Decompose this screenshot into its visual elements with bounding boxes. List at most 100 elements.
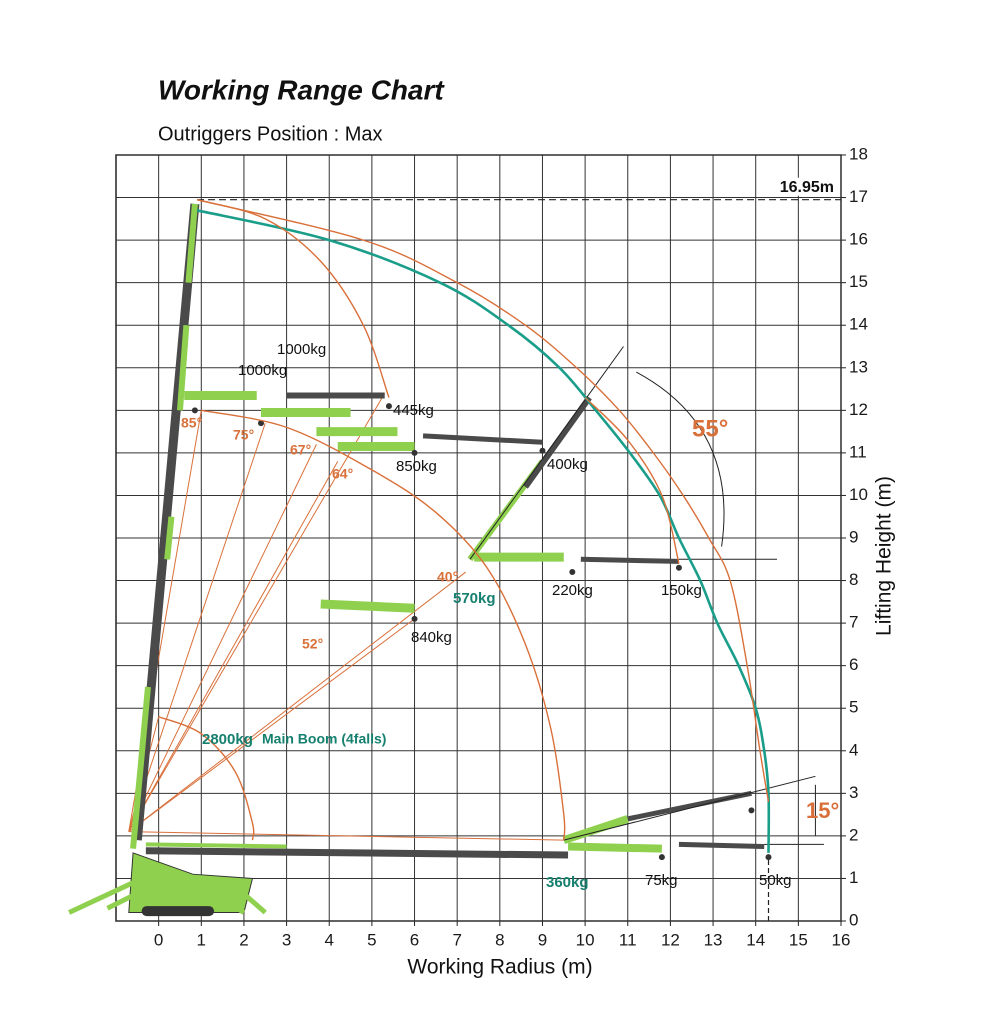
boom	[164, 516, 175, 560]
annotation: 1000kg	[277, 341, 326, 358]
x-tick-label: 7	[452, 930, 461, 949]
x-tick-label: 0	[154, 930, 163, 949]
y-tick-label: 9	[849, 527, 858, 546]
y-axis-label: Lifting Height (m)	[873, 476, 896, 636]
boom	[522, 395, 592, 489]
annotation: 52°	[302, 636, 323, 652]
grid: 0 1 2 3 4 5 6 7 8 9 10 11 12 13 14 15 160123456789101112…	[115, 144, 868, 949]
hook	[385, 403, 392, 410]
radius-line	[128, 444, 317, 832]
boom	[567, 842, 662, 853]
hook	[191, 407, 198, 414]
radius-line	[128, 571, 467, 833]
annotation: 40°	[437, 569, 458, 585]
hook	[411, 615, 418, 622]
range-curve	[584, 397, 680, 564]
y-tick-label: 16	[849, 230, 868, 249]
radius-line	[128, 461, 339, 832]
annotation: 67°	[290, 442, 311, 458]
hook	[258, 420, 264, 427]
x-tick-label: 13	[704, 930, 723, 949]
boom	[422, 433, 543, 445]
radius-line	[128, 393, 386, 832]
reference-label: 16.95m	[780, 179, 834, 196]
boom	[145, 842, 287, 849]
boom	[176, 324, 190, 411]
radius-line	[128, 831, 564, 841]
y-tick-label: 15	[849, 272, 868, 291]
hook	[411, 449, 418, 456]
radius-line	[128, 422, 266, 832]
y-tick-label: 2	[849, 825, 858, 844]
range-curve	[196, 209, 771, 853]
x-tick-label: 2	[239, 930, 248, 949]
annotation: 1000kg	[238, 362, 287, 379]
annotation: 50kg	[759, 872, 792, 889]
y-tick-label: 13	[849, 357, 868, 376]
y-tick-label: 6	[849, 655, 858, 674]
y-tick-label: 11	[849, 442, 867, 461]
boom	[185, 203, 198, 283]
boom	[320, 599, 415, 613]
crane-drawing	[68, 203, 824, 921]
annotation: 445kg	[393, 402, 434, 419]
annotation: 55°	[692, 415, 728, 442]
y-tick-label: 3	[849, 783, 858, 802]
y-tick-label: 4	[849, 740, 858, 759]
x-tick-label: 6	[410, 930, 419, 949]
annotation: 570kg	[453, 590, 496, 607]
annotation: 85°	[181, 415, 202, 431]
hook	[539, 447, 546, 454]
chart-subtitle: Outriggers Position : Max	[158, 123, 383, 145]
y-tick-label: 18	[849, 144, 868, 163]
annotation: 75°	[233, 427, 254, 443]
y-tick-label: 5	[849, 698, 858, 717]
range-curve	[158, 716, 255, 841]
guide	[469, 346, 624, 560]
x-tick-label: 11	[619, 930, 637, 949]
annotation: 15°	[806, 798, 839, 823]
boom	[678, 841, 765, 850]
range-curve	[201, 409, 566, 841]
annotation: 850kg	[396, 458, 437, 475]
boom	[580, 556, 679, 564]
annotation: 220kg	[552, 582, 593, 599]
y-tick-label: 10	[849, 485, 868, 504]
x-tick-label: 10	[576, 930, 595, 949]
y-tick-label: 8	[849, 570, 858, 589]
boom	[106, 888, 143, 911]
x-tick-label: 15	[789, 930, 808, 949]
angle-arc	[636, 371, 725, 547]
x-tick-label: 16	[832, 930, 851, 949]
range-curve	[196, 199, 770, 802]
x-axis-label: Working Radius (m)	[407, 956, 592, 979]
annotation: 75kg	[645, 872, 678, 889]
reference-label-bg	[770, 177, 836, 196]
x-tick-label: 14	[746, 930, 765, 949]
hook	[748, 807, 755, 814]
boom	[208, 889, 246, 915]
y-tick-label: 0	[849, 910, 858, 929]
y-tick-label: 14	[849, 315, 868, 334]
curves	[158, 199, 771, 853]
annotation: 64°	[332, 466, 353, 482]
range-curve	[196, 199, 390, 398]
radius-line	[128, 618, 415, 833]
boom	[130, 686, 151, 849]
chart-title: Working Range Chart	[158, 74, 445, 105]
annotation: 360kg	[546, 874, 589, 891]
annotation: 150kg	[661, 582, 702, 599]
x-tick-label: 8	[495, 930, 504, 949]
annotation: 400kg	[547, 456, 588, 473]
x-tick-label: 3	[282, 930, 291, 949]
boom	[132, 203, 200, 841]
y-tick-label: 7	[849, 613, 858, 632]
x-tick-label: 12	[661, 930, 680, 949]
x-tick-label: 1	[197, 930, 206, 949]
annotation: Main Boom (4falls)	[262, 731, 386, 747]
hook	[658, 854, 665, 861]
y-tick-label: 1	[849, 868, 858, 887]
track	[141, 906, 215, 917]
hook	[675, 564, 682, 571]
x-tick-label: 4	[325, 930, 334, 949]
